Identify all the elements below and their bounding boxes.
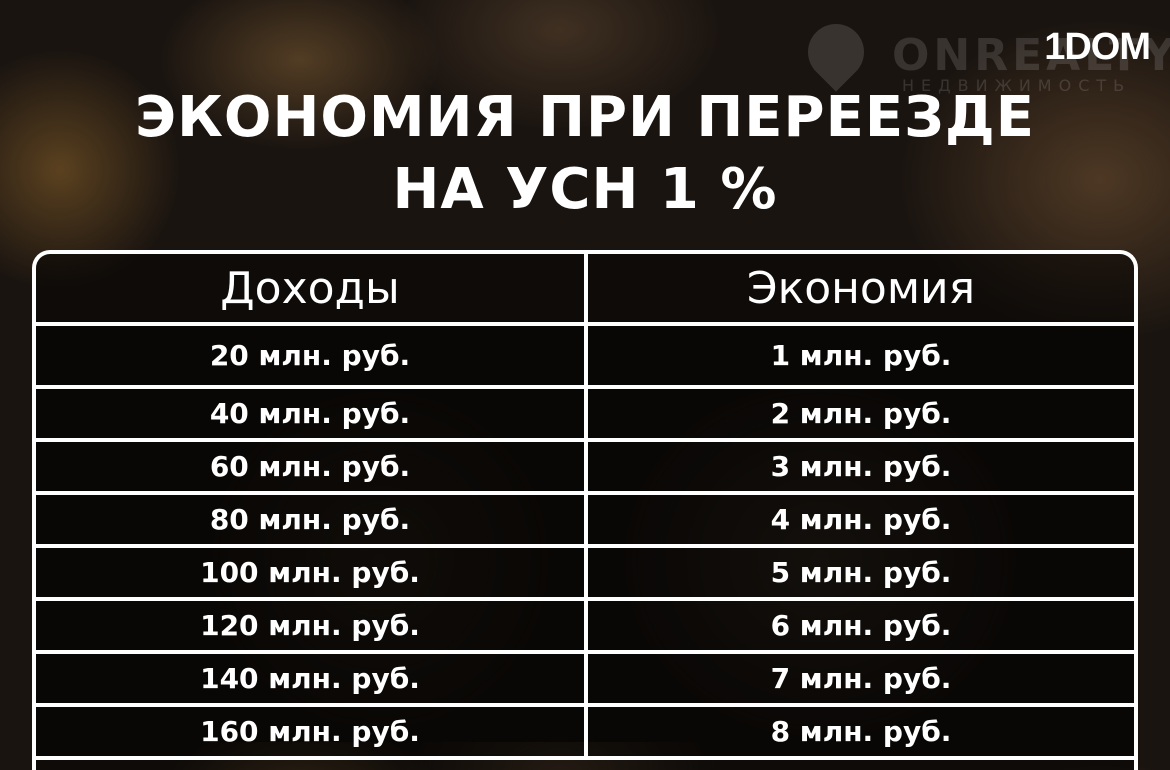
title-line-1: ЭКОНОМИЯ ПРИ ПЕРЕЕЗДЕ bbox=[134, 85, 1036, 150]
income-cell: 80 млн. руб. bbox=[36, 495, 588, 544]
savings-cell: 4 млн. руб. bbox=[770, 503, 952, 536]
title-line-2: НА УСН 1 % bbox=[392, 157, 778, 222]
brand-logo: 1DOM bbox=[1044, 26, 1151, 68]
header-income: Доходы bbox=[36, 254, 588, 322]
table-row: 60 млн. руб. 3 млн. руб. bbox=[36, 442, 1134, 495]
table-row: 40 млн. руб. 2 млн. руб. bbox=[36, 389, 1134, 442]
savings-cell: 6 млн. руб. bbox=[770, 609, 952, 642]
income-cell: 160 млн. руб. bbox=[36, 707, 588, 756]
table-row: 20 млн. руб. 1 млн. руб. bbox=[36, 326, 1134, 389]
savings-cell: 5 млн. руб. bbox=[770, 556, 952, 589]
table-row: 140 млн. руб. 7 млн. руб. bbox=[36, 654, 1134, 707]
table-row: 100 млн. руб. 5 млн. руб. bbox=[36, 548, 1134, 601]
savings-table: Доходы Экономия 20 млн. руб. 1 млн. руб. 4… bbox=[32, 250, 1138, 770]
savings-cell: 7 млн. руб. bbox=[770, 662, 952, 695]
location-pin-icon bbox=[796, 12, 876, 92]
table-header-row: Доходы Экономия bbox=[36, 254, 1134, 326]
income-cell: 40 млн. руб. bbox=[36, 389, 588, 438]
table-row: 120 млн. руб. 6 млн. руб. bbox=[36, 601, 1134, 654]
savings-cell: 1 млн. руб. bbox=[770, 339, 952, 372]
watermark-name: ONREALTY bbox=[892, 30, 1170, 81]
income-cell: 20 млн. руб. bbox=[36, 326, 588, 385]
table-row: 160 млн. руб. 8 млн. руб. bbox=[36, 707, 1134, 760]
table-row: 80 млн. руб. 4 млн. руб. bbox=[36, 495, 1134, 548]
savings-cell: 8 млн. руб. bbox=[770, 715, 952, 748]
page-title: ЭКОНОМИЯ ПРИ ПЕРЕЕЗДЕ НА УСН 1 % bbox=[0, 82, 1170, 226]
income-cell: 140 млн. руб. bbox=[36, 654, 588, 703]
income-cell: 100 млн. руб. bbox=[36, 548, 588, 597]
income-cell: 120 млн. руб. bbox=[36, 601, 588, 650]
watermark-sub: НЕДВИЖИМОСТЬ bbox=[902, 76, 1132, 95]
income-cell: 60 млн. руб. bbox=[36, 442, 588, 491]
savings-cell: 2 млн. руб. bbox=[770, 397, 952, 430]
header-savings: Экономия bbox=[746, 262, 976, 314]
savings-cell: 3 млн. руб. bbox=[770, 450, 952, 483]
